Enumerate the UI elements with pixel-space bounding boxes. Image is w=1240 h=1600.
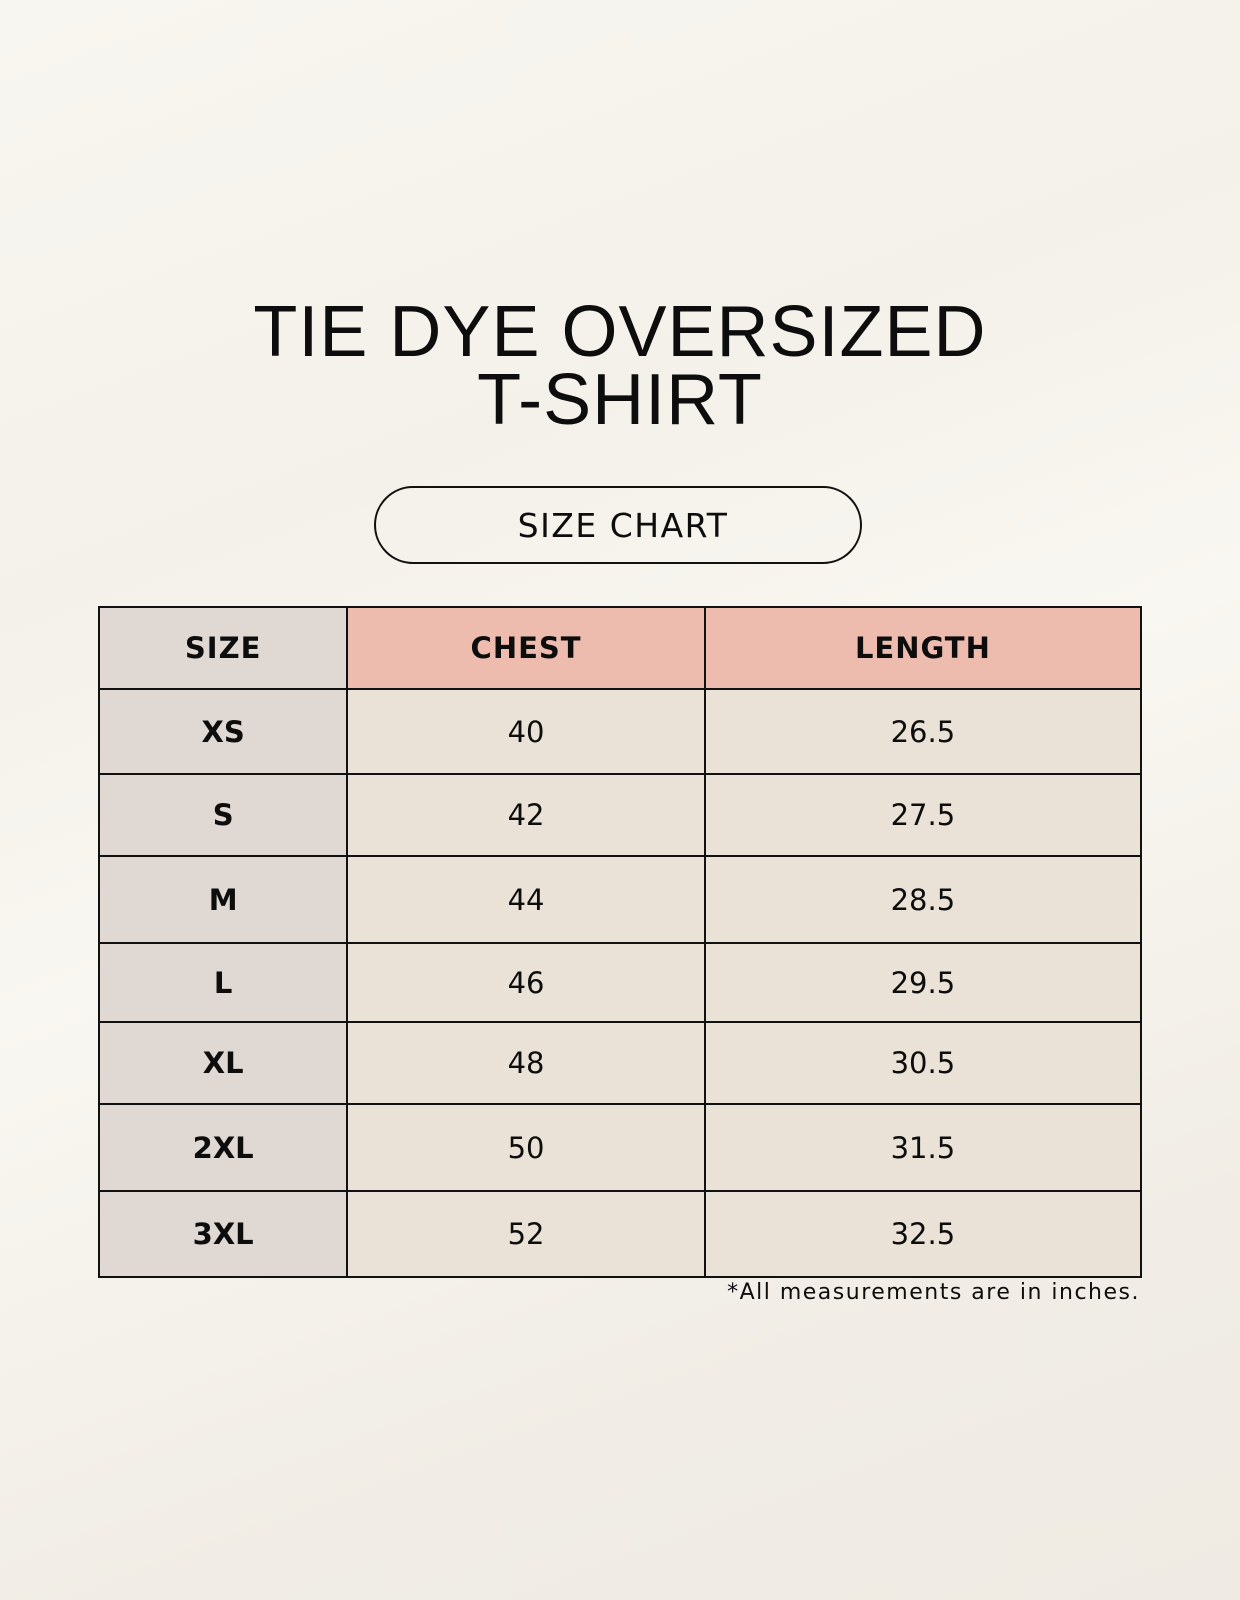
table-row: M 44 28.5	[97, 855, 1143, 944]
header-chest: CHEST	[346, 606, 706, 690]
cell-size: 2XL	[97, 1103, 349, 1192]
table-row: 2XL 50 31.5	[97, 1103, 1143, 1192]
cell-size: L	[97, 942, 349, 1023]
title-line-2: T-SHIRT	[477, 360, 763, 440]
cell-chest: 40	[346, 688, 706, 775]
cell-chest: 52	[346, 1190, 706, 1278]
cell-length: 27.5	[703, 773, 1143, 857]
table-row: 3XL 52 32.5	[97, 1190, 1143, 1278]
cell-chest: 50	[346, 1103, 706, 1192]
cell-chest: 48	[346, 1021, 706, 1105]
cell-length: 26.5	[703, 688, 1143, 775]
header-row: SIZE CHEST LENGTH	[97, 606, 1143, 690]
table-row: S 42 27.5	[97, 773, 1143, 857]
cell-length: 28.5	[703, 855, 1143, 944]
cell-length: 32.5	[703, 1190, 1143, 1278]
cell-size: M	[97, 855, 349, 944]
cell-size: 3XL	[97, 1190, 349, 1278]
size-chart-badge: SIZE CHART	[374, 486, 862, 564]
title-line-1: TIE DYE OVERSIZED	[253, 292, 987, 372]
cell-length: 31.5	[703, 1103, 1143, 1192]
header-size: SIZE	[97, 606, 349, 690]
cell-size: S	[97, 773, 349, 857]
cell-length: 29.5	[703, 942, 1143, 1023]
table-row: XL 48 30.5	[97, 1021, 1143, 1105]
table-row: L 46 29.5	[97, 942, 1143, 1023]
page-title: TIE DYE OVERSIZED T-SHIRT	[0, 292, 1240, 440]
cell-chest: 44	[346, 855, 706, 944]
cell-chest: 46	[346, 942, 706, 1023]
size-table: SIZE CHEST LENGTH XS 40 26.5 S 42 27.5 M 44 28.5…	[97, 606, 1143, 1278]
header-length: LENGTH	[703, 606, 1143, 690]
cell-size: XL	[97, 1021, 349, 1105]
cell-chest: 42	[346, 773, 706, 857]
footnote: *All measurements are in inches.	[727, 1280, 1140, 1305]
cell-length: 30.5	[703, 1021, 1143, 1105]
table-row: XS 40 26.5	[97, 688, 1143, 775]
cell-size: XS	[97, 688, 349, 775]
